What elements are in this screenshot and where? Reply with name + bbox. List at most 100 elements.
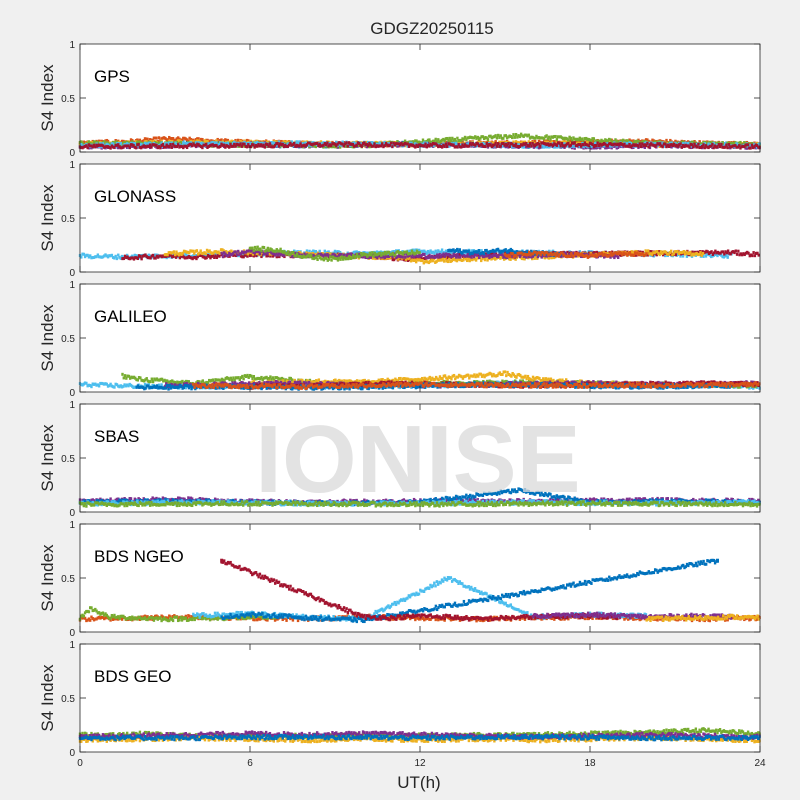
- data-point: [479, 141, 482, 145]
- data-point: [629, 145, 632, 149]
- data-point: [569, 139, 573, 143]
- data-point: [82, 145, 86, 149]
- data-point: [421, 138, 425, 142]
- data-point: [304, 144, 307, 148]
- data-point: [429, 140, 432, 144]
- data-point: [758, 142, 761, 146]
- data-point: [752, 251, 755, 255]
- data-point: [178, 139, 181, 143]
- data-point: [117, 146, 120, 150]
- data-point: [597, 144, 601, 148]
- data-point: [215, 143, 218, 147]
- data-point: [479, 143, 482, 147]
- data-point: [268, 144, 272, 148]
- data-point: [536, 145, 539, 149]
- data-point: [263, 145, 267, 149]
- data-point: [313, 142, 316, 146]
- data-point: [407, 144, 411, 148]
- data-point: [148, 143, 152, 147]
- data-point: [152, 143, 156, 147]
- y-tick-label: 1: [69, 40, 75, 51]
- data-point: [417, 140, 421, 144]
- data-point: [135, 256, 138, 260]
- data-point: [477, 140, 481, 144]
- data-point: [440, 145, 444, 149]
- data-point: [375, 250, 379, 254]
- data-point: [658, 144, 662, 148]
- data-point: [333, 142, 337, 146]
- data-point: [602, 141, 606, 145]
- data-point: [210, 139, 213, 143]
- data-point: [541, 141, 545, 145]
- data-point: [646, 141, 649, 145]
- data-point: [526, 143, 529, 147]
- data-point: [351, 142, 355, 146]
- data-point: [204, 256, 207, 260]
- data-point: [351, 145, 355, 149]
- data-point: [132, 257, 136, 261]
- data-point: [335, 144, 338, 148]
- data-point: [643, 146, 647, 150]
- data-point: [100, 145, 103, 149]
- data-point: [711, 142, 714, 146]
- data-point: [118, 142, 121, 146]
- data-point: [161, 145, 165, 149]
- data-point: [503, 143, 506, 147]
- data-point: [142, 254, 146, 258]
- data-point: [470, 249, 473, 253]
- data-point: [611, 143, 615, 147]
- data-point: [599, 146, 602, 150]
- data-point: [108, 145, 111, 149]
- data-point: [119, 256, 122, 260]
- data-point: [737, 145, 741, 149]
- data-point: [273, 139, 277, 143]
- data-point: [291, 143, 295, 147]
- data-point: [755, 145, 759, 149]
- data-point: [604, 140, 607, 144]
- data-point: [600, 143, 603, 147]
- data-point: [164, 254, 168, 258]
- data-point: [564, 141, 567, 144]
- data-point: [522, 145, 525, 149]
- data-point: [720, 253, 723, 257]
- data-point: [110, 142, 114, 146]
- data-point: [674, 253, 678, 257]
- data-point: [544, 144, 547, 148]
- data-point: [718, 141, 722, 145]
- data-point: [533, 139, 537, 143]
- data-point: [726, 255, 729, 259]
- data-point: [548, 140, 551, 144]
- data-point: [508, 143, 511, 147]
- data-point: [638, 144, 641, 148]
- data-point: [199, 145, 203, 149]
- data-point: [205, 254, 208, 258]
- data-point: [370, 141, 374, 145]
- data-point: [597, 141, 601, 145]
- data-point: [323, 249, 326, 253]
- data-point: [234, 138, 237, 142]
- data-point: [213, 141, 217, 145]
- panel-label: GPS: [94, 67, 130, 86]
- data-point: [308, 249, 311, 253]
- data-point: [586, 143, 589, 147]
- data-point: [132, 141, 135, 145]
- data-point: [169, 137, 172, 141]
- data-point: [233, 144, 236, 148]
- data-point: [656, 144, 659, 148]
- data-point: [433, 142, 436, 146]
- data-point: [86, 142, 89, 146]
- data-point: [389, 251, 393, 255]
- data-point: [249, 142, 253, 146]
- data-point: [433, 252, 436, 255]
- data-point: [634, 143, 638, 147]
- data-point: [642, 139, 645, 143]
- data-point: [437, 143, 440, 147]
- data-point: [215, 256, 219, 260]
- data-point: [678, 143, 681, 147]
- data-point: [250, 143, 254, 147]
- data-point: [253, 143, 256, 147]
- data-point: [173, 144, 176, 148]
- data-point: [389, 141, 393, 145]
- data-point: [481, 141, 485, 145]
- data-point: [548, 249, 551, 253]
